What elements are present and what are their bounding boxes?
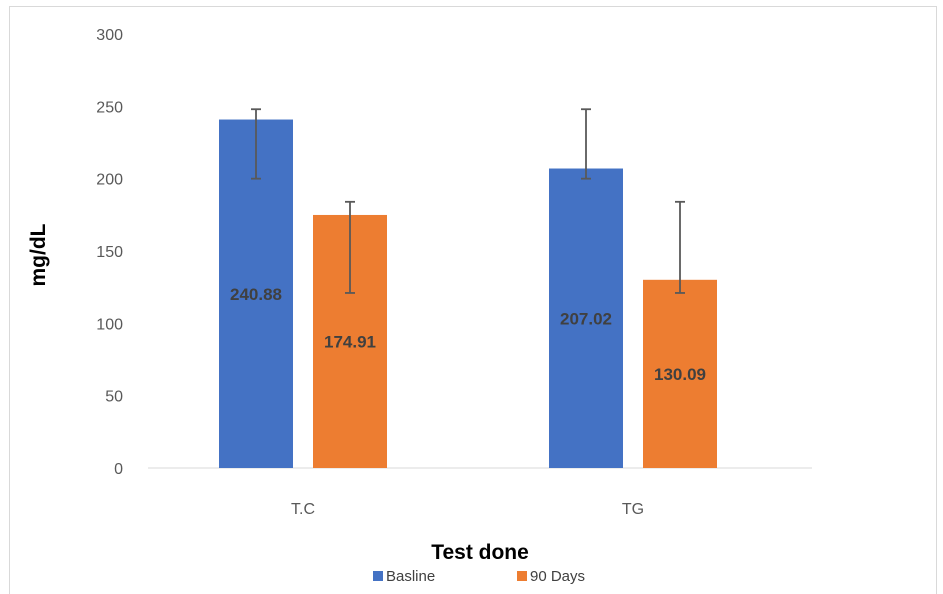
y-tick-label: 250 [96,99,123,116]
error-bar [251,108,261,180]
error-bar [675,200,685,294]
x-tick-label: TG [622,501,644,518]
y-axis-title: mg/dL [27,223,50,286]
legend-label-90-days: 90 Days [530,568,585,585]
y-tick-label: 50 [105,389,123,406]
bar [549,168,623,469]
legend-label-basline: Basline [386,568,435,585]
y-tick-label: 150 [96,244,123,261]
error-bar [345,200,355,294]
bar [643,279,717,468]
y-tick-label: 0 [114,461,123,478]
legend-swatch-basline [373,571,383,581]
bars [219,119,717,469]
x-tick-label: T.C [291,501,315,518]
x-tick-labels: T.C TG [291,501,644,518]
chart-frame [9,6,937,594]
legend: Basline 90 Days [373,568,585,585]
y-tick-label: 300 [96,27,123,44]
error-bar [581,108,591,180]
x-axis-title: Test done [431,541,529,564]
legend-swatch-90-days [517,571,527,581]
y-tick-labels: 0 50 100 150 200 250 300 [96,27,123,478]
data-labels: 240.88 174.91 207.02 130.09 [230,285,706,384]
data-label: 240.88 [230,285,282,304]
y-tick-label: 200 [96,172,123,189]
error-bars [251,108,685,294]
data-label: 174.91 [324,332,376,351]
y-tick-label: 100 [96,316,123,333]
data-label: 130.09 [654,365,706,384]
data-label: 207.02 [560,309,612,328]
